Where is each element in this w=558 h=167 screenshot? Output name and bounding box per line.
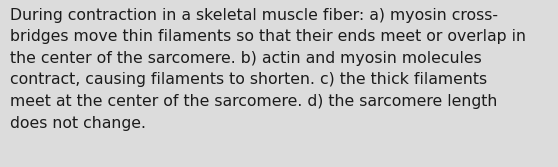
Text: During contraction in a skeletal muscle fiber: a) myosin cross-
bridges move thi: During contraction in a skeletal muscle … (10, 8, 526, 131)
